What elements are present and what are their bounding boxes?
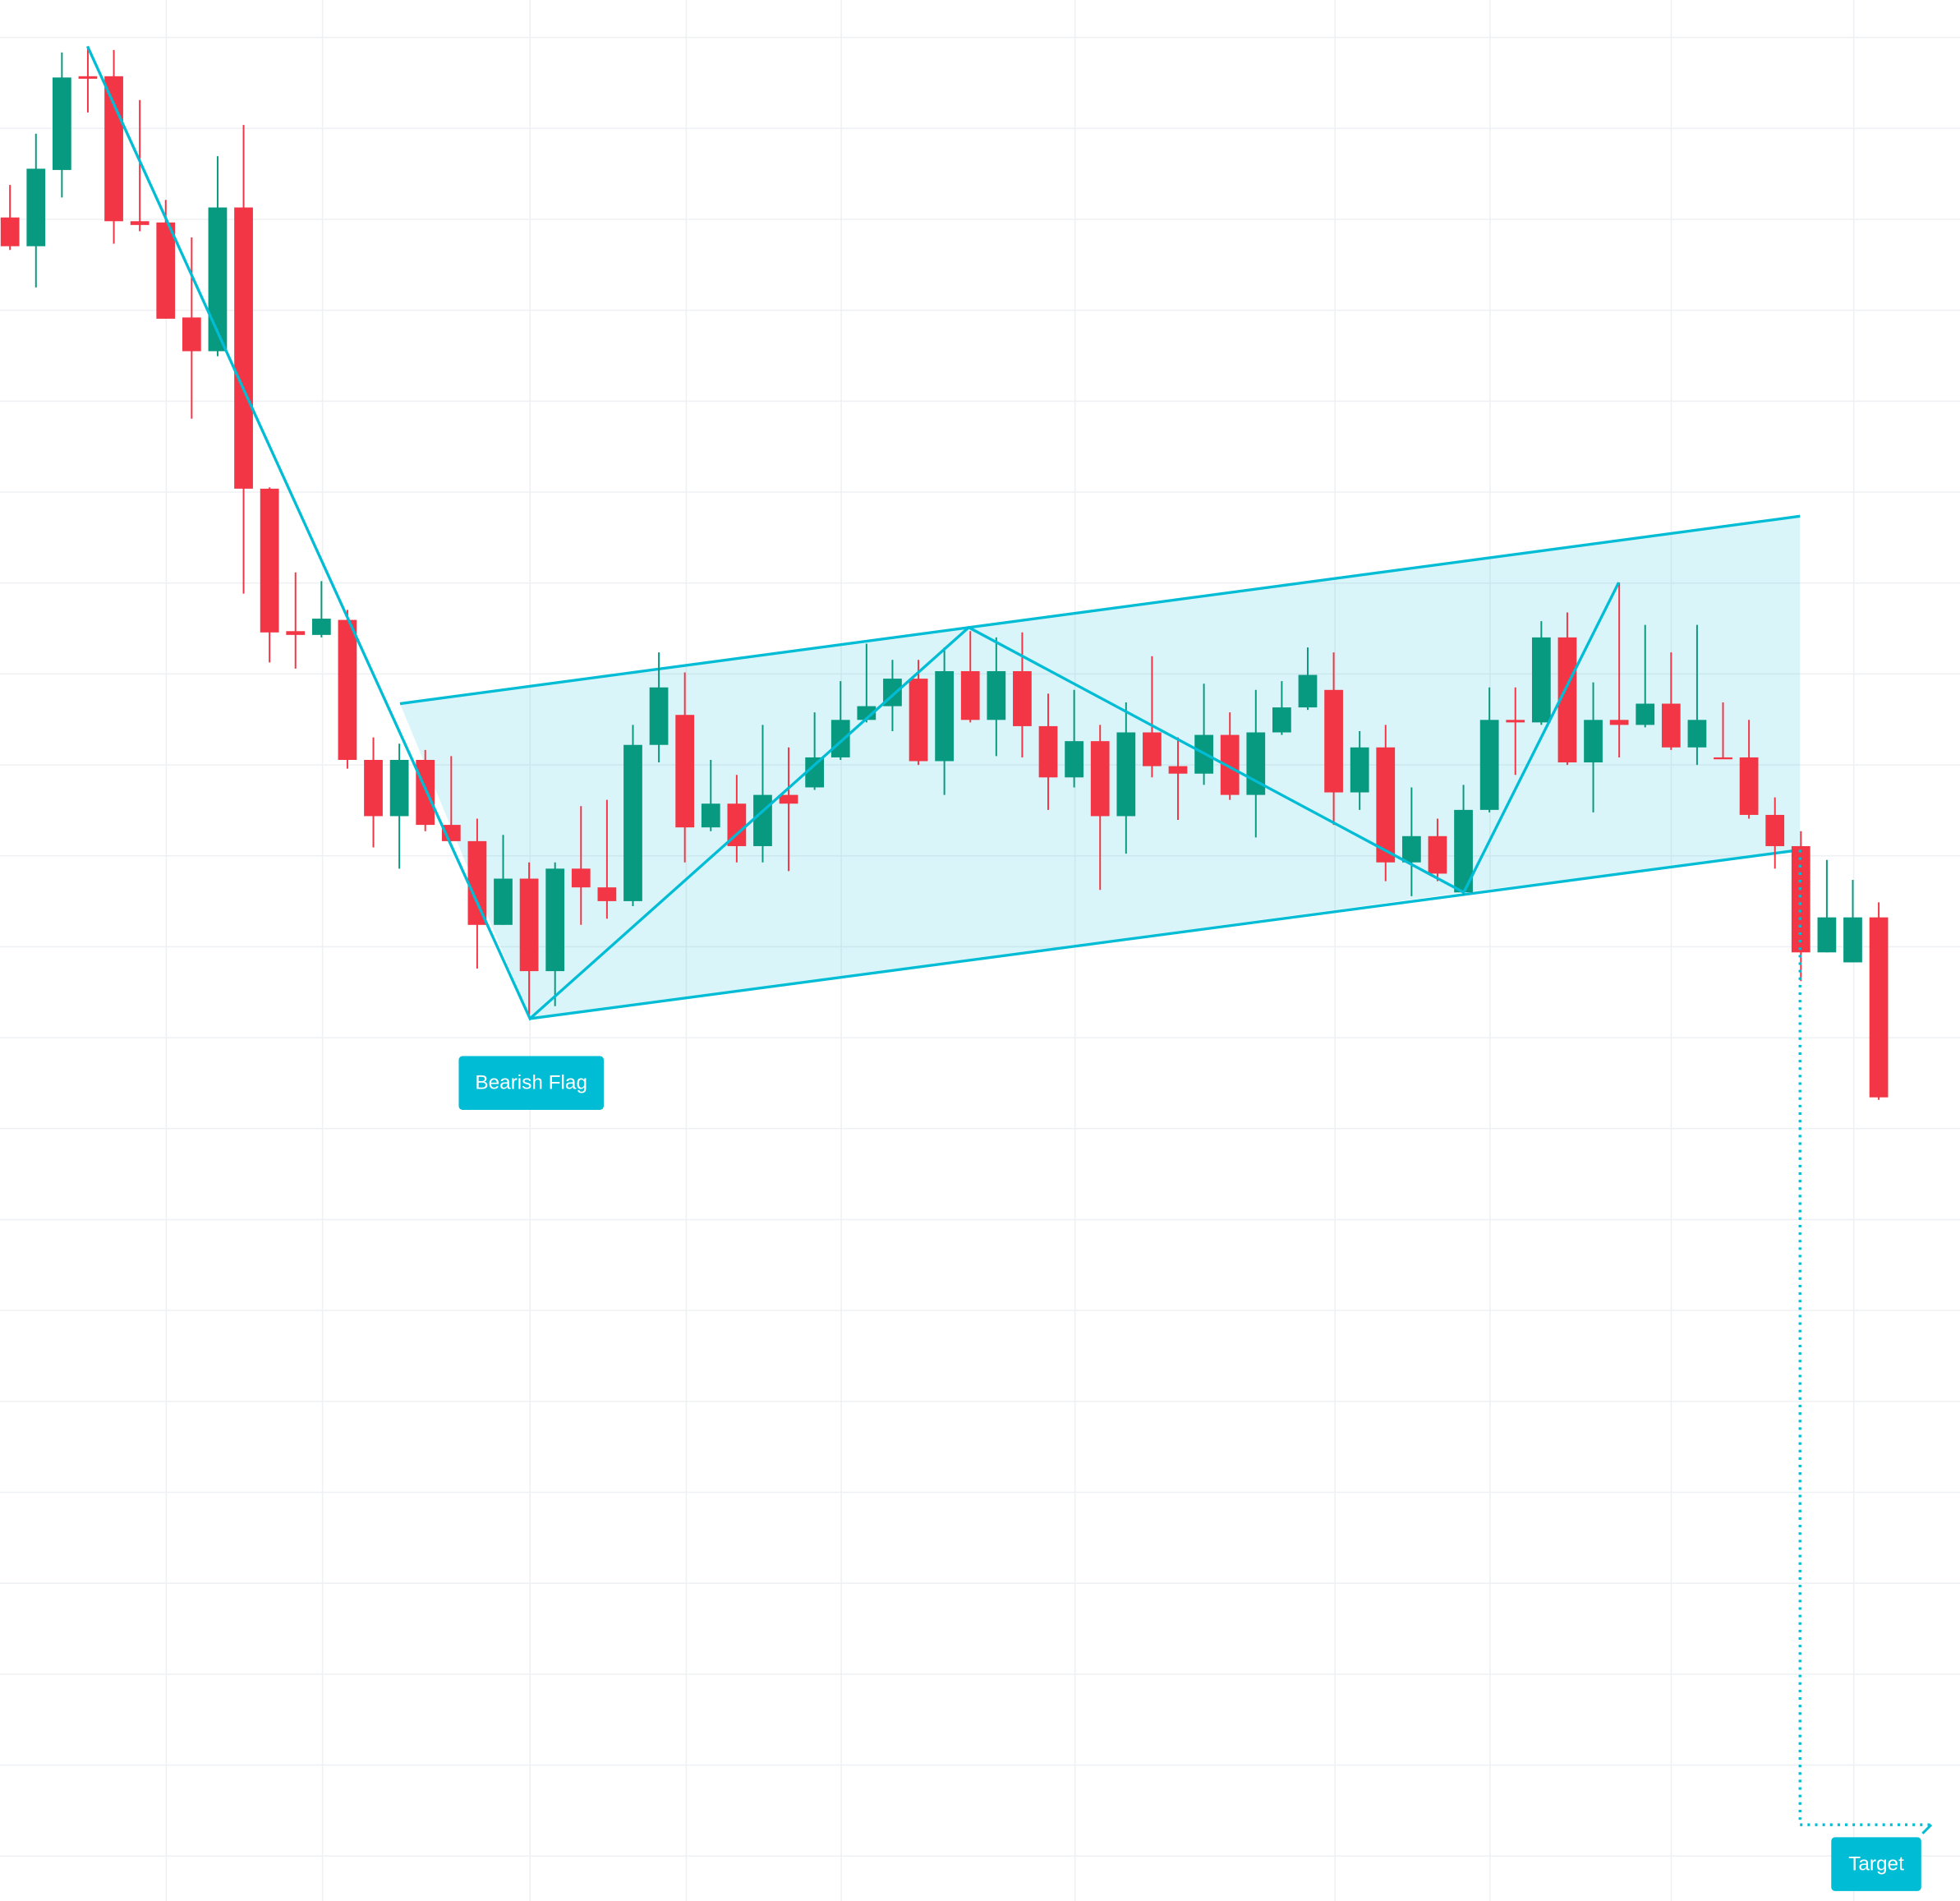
- candle-body: [52, 77, 71, 170]
- target-label-box: [1831, 1837, 1921, 1891]
- candle-body: [857, 706, 876, 720]
- flag-upper-line: [399, 514, 1801, 706]
- candle-body: [1090, 741, 1110, 817]
- target-label: Target: [1848, 1853, 1904, 1875]
- candle-body: [1687, 720, 1707, 748]
- candle-body: [779, 794, 798, 804]
- candle-body: [156, 222, 176, 319]
- candle-body: [338, 619, 357, 760]
- candle-body: [234, 207, 253, 489]
- candle-body: [104, 76, 123, 222]
- pattern-zigzag: [85, 45, 1621, 1021]
- candle-body: [1791, 845, 1810, 953]
- candle-body: [1143, 732, 1162, 766]
- candle-body: [1506, 720, 1525, 723]
- candle-body: [727, 803, 747, 846]
- candle-body: [1401, 835, 1421, 863]
- candle-body: [960, 670, 980, 720]
- candle-body: [1869, 917, 1889, 1098]
- candle-body: [311, 619, 331, 635]
- pattern-label: Bearish Flag: [475, 1071, 587, 1093]
- target-projection: [1798, 849, 1932, 1826]
- candle-body: [987, 670, 1006, 720]
- candle-body: [830, 720, 850, 757]
- target-arrow: [1921, 1824, 1933, 1834]
- candle-body: [1324, 689, 1343, 793]
- candle-body: [26, 168, 46, 246]
- candle-body: [1479, 720, 1499, 810]
- candle-body: [1817, 917, 1837, 953]
- candle-body: [1168, 766, 1188, 774]
- candle-body: [389, 759, 409, 817]
- candle-body: [1765, 814, 1785, 846]
- candle-body: [1714, 757, 1732, 760]
- candle-body: [0, 217, 20, 246]
- candle-body: [1531, 637, 1551, 723]
- candle-body: [935, 670, 955, 762]
- candle-body: [597, 887, 617, 901]
- candle-body: [208, 207, 228, 352]
- candle-body: [416, 759, 435, 826]
- candle-body: [1584, 720, 1603, 763]
- candle-body: [182, 317, 201, 352]
- candle-body: [571, 868, 591, 888]
- candle-body: [467, 840, 487, 925]
- pattern-label-box: [458, 1056, 604, 1110]
- candle-body: [1609, 720, 1629, 725]
- candle-body: [909, 679, 928, 762]
- candle-body: [1739, 757, 1759, 815]
- candle-body: [623, 744, 642, 901]
- candle-body: [1454, 809, 1473, 893]
- candle-body: [1116, 732, 1136, 817]
- candle-body: [260, 488, 279, 633]
- flag-lower-line: [529, 848, 1801, 1020]
- candle-body: [1557, 637, 1577, 763]
- candle-body: [1065, 741, 1084, 778]
- candle-body: [1013, 670, 1032, 726]
- candle-body: [545, 868, 565, 972]
- candle-body: [1350, 747, 1369, 793]
- candle-body: [1038, 725, 1058, 778]
- candle-body: [1376, 747, 1396, 863]
- candle-body: [649, 687, 669, 745]
- candle-body: [1843, 917, 1862, 963]
- candle-body: [701, 803, 720, 828]
- candle-body: [1636, 703, 1655, 725]
- candle-body: [1220, 734, 1240, 795]
- candle-body: [1661, 703, 1681, 748]
- candle-body: [130, 221, 150, 225]
- candle-body: [519, 878, 539, 972]
- candle-body: [494, 878, 513, 925]
- candle-body: [805, 757, 825, 788]
- candle-body: [753, 794, 772, 846]
- candle-body: [1428, 835, 1447, 874]
- candle-body: [1272, 707, 1291, 733]
- candle-body: [364, 759, 383, 817]
- pattern-overlay: Bearish Flag Target: [85, 45, 1933, 1891]
- candle-body: [675, 715, 695, 828]
- candle-body: [78, 76, 98, 79]
- candle-body: [286, 631, 306, 635]
- candle-body: [1298, 674, 1318, 708]
